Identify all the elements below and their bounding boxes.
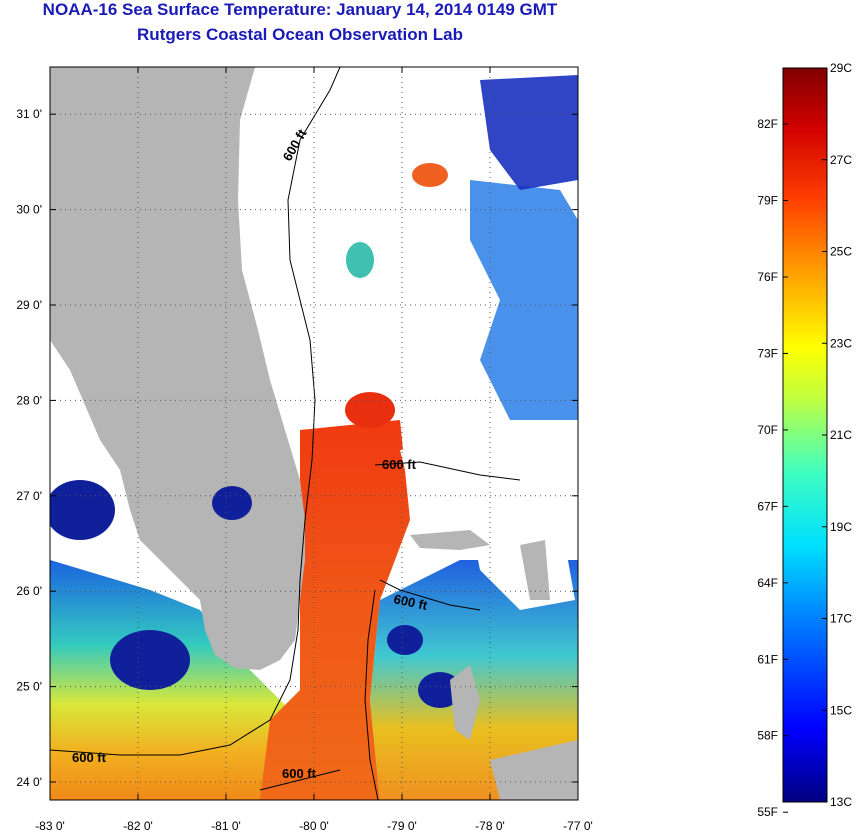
cuba-coast	[490, 740, 578, 800]
colorbar-gradient	[782, 67, 828, 803]
y-tick-label: 26 0'	[16, 584, 42, 598]
colorbar-celsius-label: 27C	[830, 153, 852, 167]
temperature-colorbar: 82F 79F 76F 73F 70F 67F 64F 61F 58F 55F 29C 27C 25C…	[757, 61, 852, 819]
colorbar-fahrenheit-label: 73F	[757, 346, 778, 360]
sst-northeast-patch-2	[480, 75, 578, 190]
colorbar-fahrenheit-label: 82F	[757, 117, 778, 131]
sst-cold-patch	[50, 480, 115, 540]
contour-label: 600 ft	[282, 766, 317, 781]
sst-gulf-stream	[260, 420, 410, 800]
colorbar-fahrenheit-label: 55F	[757, 805, 778, 819]
map-title: NOAA-16 Sea Surface Temperature: January…	[42, 0, 558, 19]
map-subtitle: Rutgers Coastal Ocean Observation Lab	[137, 25, 463, 44]
colorbar-fahrenheit-labels: 82F 79F 76F 73F 70F 67F 64F 61F 58F 55F	[757, 117, 788, 819]
sst-cold-patch-4	[387, 625, 423, 655]
sst-northeast-patch	[470, 180, 578, 420]
colorbar-fahrenheit-label: 58F	[757, 729, 778, 743]
depth-contour-south	[259, 769, 341, 791]
colorbar-celsius-label: 25C	[830, 245, 852, 259]
sst-patch-warm	[412, 163, 448, 187]
y-tick-label: 29 0'	[16, 298, 42, 312]
x-tick-label: -81 0'	[211, 819, 241, 832]
colorbar-celsius-label: 23C	[830, 336, 852, 350]
sst-cold-patch-2	[110, 630, 190, 690]
contour-label: 600 ft	[382, 457, 417, 472]
bahamas-island-2	[450, 665, 480, 740]
colorbar-fahrenheit-label: 79F	[757, 194, 778, 208]
contour-label: 600 ft	[72, 750, 107, 765]
colorbar-fahrenheit-label: 76F	[757, 270, 778, 284]
axis-ticks: -83 0' -82 0' -81 0' -80 0' -79 0' -78 0' -77 …	[16, 67, 593, 832]
y-tick-label: 28 0'	[16, 393, 42, 407]
x-tick-label: -78 0'	[475, 819, 505, 832]
y-tick-label: 30 0'	[16, 203, 42, 217]
grid-lines	[50, 67, 578, 800]
lake-okeechobee	[212, 486, 252, 520]
colorbar-fahrenheit-label: 70F	[757, 423, 778, 437]
depth-contour-bahamas	[374, 461, 521, 481]
sst-patch-warm-2	[345, 392, 395, 428]
colorbar-celsius-label: 29C	[830, 61, 852, 75]
colorbar-celsius-labels: 29C 27C 25C 23C 21C 19C 17C 15C 13C	[822, 61, 852, 809]
y-tick-label: 31 0'	[16, 107, 42, 121]
x-tick-label: -80 0'	[299, 819, 329, 832]
x-tick-label: -79 0'	[387, 819, 417, 832]
depth-contour-east	[50, 67, 341, 756]
y-tick-label: 27 0'	[16, 489, 42, 503]
bahamas-island	[410, 530, 490, 550]
colorbar-fahrenheit-label: 61F	[757, 652, 778, 666]
y-tick-label: 25 0'	[16, 680, 42, 694]
colorbar-celsius-label: 13C	[830, 795, 852, 809]
florida-land	[50, 67, 305, 670]
x-tick-label: -83 0'	[35, 819, 65, 832]
colorbar-fahrenheit-label: 64F	[757, 576, 778, 590]
colorbar-celsius-label: 19C	[830, 520, 852, 534]
x-tick-label: -77 0'	[563, 819, 593, 832]
bahamas-island-3	[520, 540, 550, 600]
cloud-patch	[400, 440, 520, 520]
sst-patch-cool	[346, 242, 374, 278]
colorbar-celsius-label: 21C	[830, 428, 852, 442]
colorbar-celsius-label: 17C	[830, 612, 852, 626]
depth-contour-bahamas-2	[364, 579, 481, 800]
colorbar-celsius-label: 15C	[830, 703, 852, 717]
y-tick-label: 24 0'	[16, 775, 42, 789]
colorbar-fahrenheit-label: 67F	[757, 499, 778, 513]
x-tick-label: -82 0'	[123, 819, 153, 832]
sst-map: 600 ft 600 ft 600 ft 600 ft 600 ft -83 0…	[16, 66, 593, 832]
